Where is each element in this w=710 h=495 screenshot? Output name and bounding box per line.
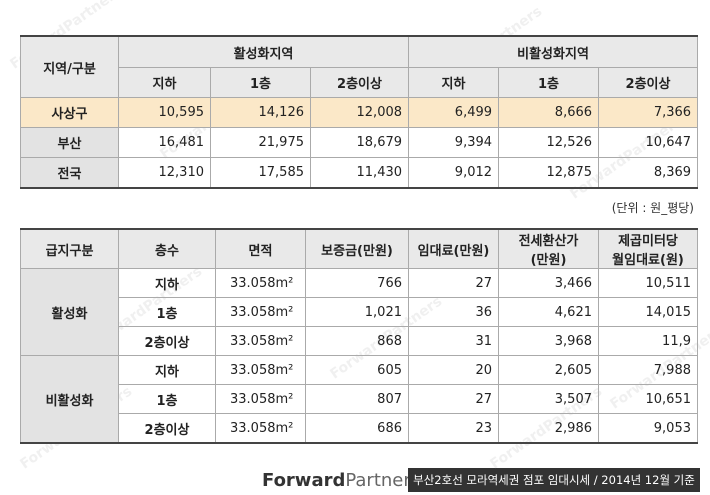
cell: 605 (305, 355, 409, 385)
cell: 14,015 (598, 297, 698, 327)
cell: 33.058m² (215, 268, 306, 298)
sub-header: 2층이상 (598, 67, 699, 98)
cell: 6,499 (408, 97, 500, 128)
column-header: 층수 (118, 228, 216, 269)
cell: 686 (305, 413, 409, 444)
cell: 868 (305, 326, 409, 356)
sub-header: 지하 (408, 67, 500, 98)
cell: 33.058m² (215, 413, 306, 444)
column-header: 면적 (215, 228, 306, 269)
rent-table: 급지구분 층수 면적 보증금(만원) 임대료(만원) 전세환산가 (만원) 제곱미터당 월임… (20, 228, 698, 444)
data-row: 1층 33.058m² 1,021 36 4,621 14,015 (21, 297, 698, 327)
cell: 17,585 (210, 157, 311, 189)
cell: 10,595 (118, 97, 211, 128)
subheader-row: 지하 1층 2층이상 지하 1층 2층이상 (21, 67, 699, 98)
cell: 2,605 (498, 355, 599, 385)
cell: 8,666 (498, 97, 600, 128)
logo: ForwardPartners (262, 470, 420, 491)
cell: 23 (408, 413, 499, 444)
sub-header: 2층이상 (309, 67, 410, 98)
column-header: 급지구분 (20, 228, 119, 269)
data-row: 활성화 지하 33.058m² 766 27 3,466 10,511 (20, 268, 698, 356)
footer-caption: 부산2호선 모라역세권 점포 임대시세 / 2014년 12월 기준 (408, 468, 700, 492)
cell: 3,466 (498, 268, 599, 298)
header-row: 지역/구분 활성화지역 비활성화지역 (20, 35, 699, 98)
cell: 2층이상 (118, 326, 216, 356)
cell: 11,430 (309, 157, 410, 189)
column-header: 임대료(만원) (408, 228, 499, 269)
sub-header: 1층 (210, 67, 311, 98)
group-label: 활성화 (20, 268, 119, 356)
cell: 14,126 (210, 97, 311, 128)
cell: 2,986 (498, 413, 599, 444)
data-row: 2층이상 33.058m² 686 23 2,986 9,053 (21, 413, 698, 444)
cell: 27 (408, 384, 499, 414)
sub-header: 지하 (118, 67, 211, 98)
cell: 9,394 (408, 127, 500, 158)
row-label: 사상구 (20, 97, 119, 128)
cell: 3,507 (498, 384, 599, 414)
cell: 10,651 (598, 384, 698, 414)
cell: 16,481 (118, 127, 211, 158)
sub-header: 1층 (498, 67, 600, 98)
column-header: 전세환산가 (만원) (498, 228, 599, 269)
data-row: 사상구 10,595 14,126 12,008 6,499 8,666 7,366 (20, 97, 699, 128)
data-row: 2층이상 33.058m² 868 31 3,968 11,9 (21, 326, 698, 356)
unit-note: (단위 : 원_평당) (611, 201, 694, 215)
cell: 33.058m² (215, 326, 306, 356)
cell: 8,369 (598, 157, 699, 189)
cell: 3,968 (498, 326, 599, 356)
data-row: 부산 16,481 21,975 18,679 9,394 12,526 10,647 (20, 127, 699, 158)
row-label: 전국 (20, 157, 119, 189)
cell: 1층 (118, 384, 216, 414)
column-header: 보증금(만원) (305, 228, 409, 269)
cell: 31 (408, 326, 499, 356)
cell: 21,975 (210, 127, 311, 158)
cell: 7,988 (598, 355, 698, 385)
row-label: 부산 (20, 127, 119, 158)
cell: 9,053 (598, 413, 698, 444)
region-table: 지역/구분 활성화지역 비활성화지역 지하 1층 2층이상 지하 1층 2층이상 사상구 10,59… (20, 35, 699, 189)
cell: 10,511 (598, 268, 698, 298)
cell: 36 (408, 297, 499, 327)
cell: 18,679 (309, 127, 410, 158)
data-row: 비활성화 지하 33.058m² 605 20 2,605 7,988 (20, 355, 698, 444)
cell: 1,021 (305, 297, 409, 327)
cell: 12,526 (498, 127, 600, 158)
cell: 766 (305, 268, 409, 298)
group-label: 비활성화 (20, 355, 119, 444)
group-header: 비활성화지역 (408, 35, 699, 68)
cell: 지하 (118, 355, 216, 385)
cell: 20 (408, 355, 499, 385)
cell: 33.058m² (215, 297, 306, 327)
cell: 27 (408, 268, 499, 298)
cell: 4,621 (498, 297, 599, 327)
cell: 11,9 (598, 326, 698, 356)
data-row: 1층 33.058m² 807 27 3,507 10,651 (21, 384, 698, 414)
data-row: 전국 12,310 17,585 11,430 9,012 12,875 8,369 (20, 157, 699, 189)
cell: 12,310 (118, 157, 211, 189)
cell: 807 (305, 384, 409, 414)
column-header: 제곱미터당 월임대료(원) (598, 228, 698, 269)
cell: 33.058m² (215, 384, 306, 414)
cell: 33.058m² (215, 355, 306, 385)
corner-header: 지역/구분 (20, 35, 119, 98)
logo-light: Partners (345, 470, 421, 491)
cell: 지하 (118, 268, 216, 298)
cell: 10,647 (598, 127, 699, 158)
cell: 7,366 (598, 97, 699, 128)
cell: 1층 (118, 297, 216, 327)
cell: 12,875 (498, 157, 600, 189)
cell: 12,008 (309, 97, 410, 128)
logo-bold: Forward (262, 470, 346, 491)
cell: 9,012 (408, 157, 500, 189)
cell: 2층이상 (118, 413, 216, 444)
header-row: 급지구분 층수 면적 보증금(만원) 임대료(만원) 전세환산가 (만원) 제곱미터당 월임… (20, 228, 698, 269)
group-header: 활성화지역 (117, 35, 410, 68)
